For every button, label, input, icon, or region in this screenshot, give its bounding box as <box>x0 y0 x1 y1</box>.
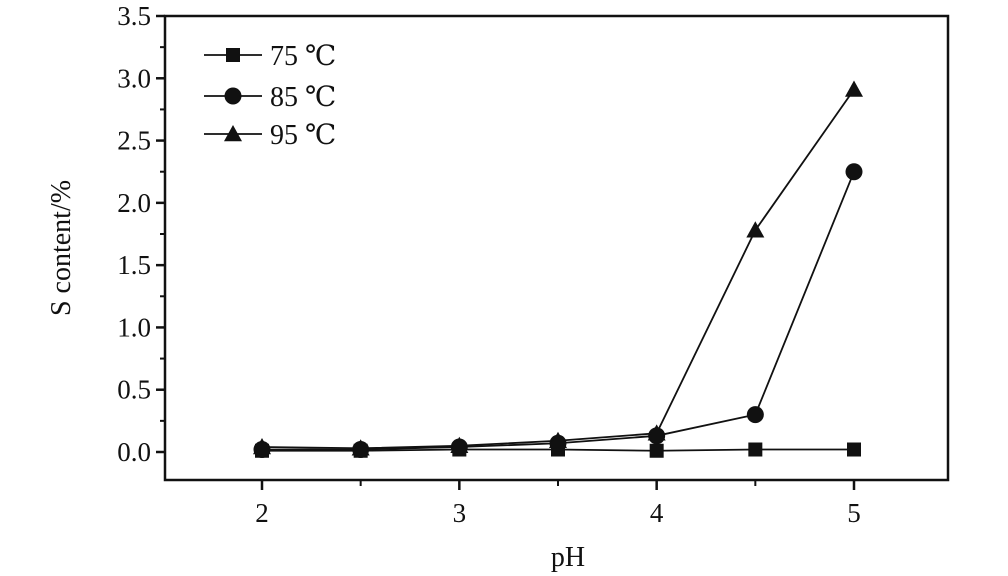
y-tick-label: 0.5 <box>117 375 151 405</box>
x-tick-label: 5 <box>847 498 861 528</box>
data-point <box>746 406 764 424</box>
y-tick-label: 3.5 <box>117 1 151 31</box>
legend: 75 ℃ 85 ℃ 95 ℃ <box>204 41 336 151</box>
x-tick-label: 2 <box>255 498 269 528</box>
data-point <box>450 436 469 453</box>
legend-marker <box>224 125 242 142</box>
data-point <box>649 443 664 458</box>
plot-frame <box>163 14 950 482</box>
y-tick-label: 1.0 <box>117 312 151 342</box>
y-tick-label: 3.0 <box>117 63 151 93</box>
y-tick-label: 2.0 <box>117 188 151 218</box>
series-line <box>262 171 855 451</box>
data-point <box>746 221 765 238</box>
data-point <box>549 431 567 448</box>
data-point <box>253 438 271 455</box>
y-tick-label: 0.0 <box>117 437 151 467</box>
legend-entry: 75 ℃ <box>204 41 336 72</box>
legend-entry: 85 ℃ <box>204 82 336 113</box>
x-axis: 2 3 4 5 <box>255 480 861 528</box>
legend-label: 85 ℃ <box>270 82 336 113</box>
x-axis-label: pH <box>551 542 585 573</box>
y-tick-label: 2.5 <box>117 126 151 156</box>
data-point <box>847 442 861 457</box>
series-line <box>261 88 855 450</box>
x-tick-label: 4 <box>650 498 664 528</box>
legend-marker <box>226 48 240 62</box>
series-triangle <box>253 80 863 456</box>
legend-marker <box>224 87 242 105</box>
data-point <box>748 442 763 457</box>
x-tick-label: 3 <box>453 498 467 528</box>
legend-entry: 95 ℃ <box>204 120 336 151</box>
legend-label: 75 ℃ <box>270 41 336 72</box>
y-tick-label: 1.5 <box>117 250 151 280</box>
series-layer <box>253 80 863 459</box>
data-point <box>351 439 370 456</box>
legend-label: 95 ℃ <box>270 120 336 151</box>
y-axis: 0.0 0.5 1.0 1.5 2.0 2.5 3.0 3.5 <box>117 1 165 467</box>
data-point <box>647 424 666 441</box>
data-point <box>845 163 863 181</box>
data-point <box>845 80 863 97</box>
y-axis-label: S content/% <box>46 180 77 316</box>
